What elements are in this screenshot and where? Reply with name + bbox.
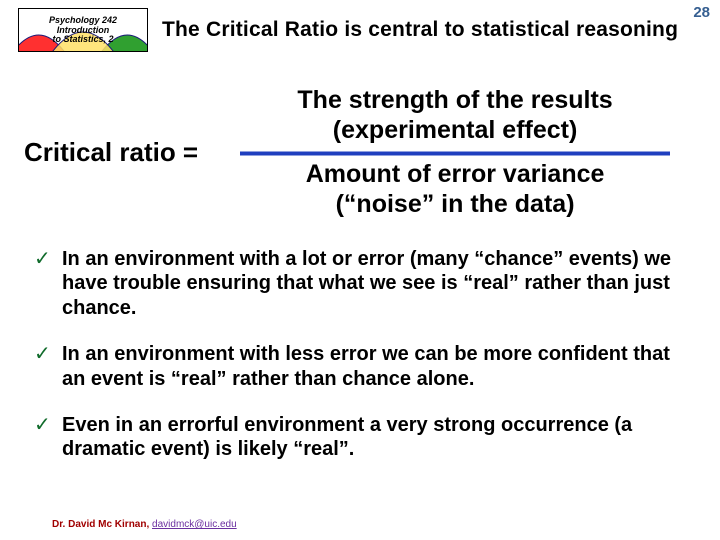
checkmark-icon: ✓ [34, 247, 62, 269]
course-logo-box: Psychology 242 Introduction to Statistic… [18, 8, 148, 52]
list-item: ✓ In an environment with less error we c… [34, 342, 694, 391]
footer: Dr. David Mc Kirnan, davidmck@uic.edu [52, 519, 237, 530]
ratio-fraction: The strength of the results (experimenta… [208, 86, 702, 219]
slide-title: The Critical Ratio is central to statist… [148, 8, 702, 42]
bullet-text: In an environment with a lot or error (m… [62, 247, 694, 320]
bullet-list: ✓ In an environment with a lot or error … [18, 247, 702, 462]
ratio-label: Critical ratio = [18, 137, 208, 168]
ratio-numerator: The strength of the results (experimenta… [297, 86, 612, 145]
ratio-denominator: Amount of error variance (“noise” in the… [306, 160, 605, 219]
numerator-line-2: (experimental effect) [333, 116, 578, 144]
checkmark-icon: ✓ [34, 342, 62, 364]
fraction-bar-icon [240, 151, 670, 156]
critical-ratio-formula: Critical ratio = The strength of the res… [18, 86, 702, 219]
bullet-text: In an environment with less error we can… [62, 342, 694, 391]
list-item: ✓ In an environment with a lot or error … [34, 247, 694, 320]
header-row: Psychology 242 Introduction to Statistic… [18, 8, 702, 52]
footer-author: Dr. David Mc Kirnan, [52, 519, 149, 530]
course-line-3: to Statistics, 2 [52, 35, 113, 45]
denominator-line-2: (“noise” in the data) [336, 190, 575, 218]
page-number: 28 [693, 4, 710, 21]
bullet-text: Even in an errorful environment a very s… [62, 413, 694, 462]
numerator-line-1: The strength of the results [297, 86, 612, 114]
checkmark-icon: ✓ [34, 413, 62, 435]
denominator-line-1: Amount of error variance [306, 160, 605, 188]
footer-email[interactable]: davidmck@uic.edu [152, 519, 237, 530]
list-item: ✓ Even in an errorful environment a very… [34, 413, 694, 462]
slide: Psychology 242 Introduction to Statistic… [0, 0, 720, 540]
